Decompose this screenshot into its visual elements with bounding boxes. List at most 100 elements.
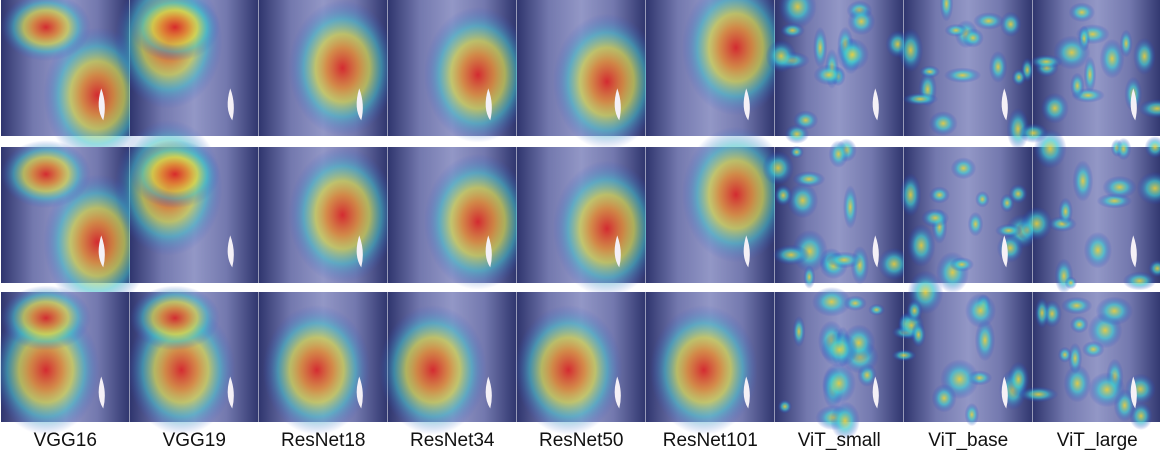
xray-tile — [259, 0, 396, 136]
xray-tile — [379, 292, 516, 435]
heat-spot — [951, 157, 977, 179]
heat-blob — [379, 305, 487, 435]
heat-blob — [424, 7, 532, 143]
column-label: ResNet18 — [281, 430, 366, 451]
heat-spot — [787, 183, 818, 219]
heat-spot — [793, 316, 806, 347]
heat-spot — [911, 322, 926, 347]
heat-spot — [821, 332, 858, 367]
column-label: ResNet34 — [410, 430, 495, 451]
heat-spot — [989, 51, 1007, 83]
heat-spot — [773, 245, 810, 265]
heat-spot — [929, 111, 958, 136]
xray-tile — [388, 147, 532, 290]
heat-spot — [997, 234, 1024, 263]
heat-blob — [553, 161, 661, 297]
heat-spot — [793, 110, 818, 130]
heat-spot — [929, 186, 950, 203]
heat-blob — [682, 127, 790, 263]
heat-spot — [1070, 73, 1085, 99]
heat-blob — [263, 305, 371, 435]
column-label: ViT_base — [928, 430, 1008, 451]
heat-blob — [130, 286, 220, 351]
heat-spot — [813, 27, 827, 69]
heat-spot — [1133, 38, 1156, 75]
xray-tile — [259, 292, 388, 435]
heat-blob — [424, 154, 532, 290]
heat-spot — [950, 257, 974, 272]
heat-spot — [1065, 276, 1077, 289]
heat-spot — [1009, 184, 1028, 204]
heat-spot — [1058, 347, 1072, 363]
heat-spot — [766, 40, 797, 73]
heat-blob — [553, 14, 661, 150]
heat-spot — [1116, 138, 1132, 160]
heat-spot — [1041, 93, 1069, 124]
heat-spot — [962, 28, 984, 47]
heat-spot — [965, 403, 980, 426]
heat-spot — [822, 363, 856, 404]
heat-spot — [790, 146, 804, 159]
heat-spot — [812, 287, 851, 317]
heat-spot — [829, 140, 849, 168]
xray-tile — [514, 292, 645, 435]
xray-tile — [0, 286, 129, 436]
xray-tile — [766, 0, 910, 144]
heat-spot — [843, 185, 858, 229]
heat-blob — [1, 140, 91, 208]
heat-spot — [973, 12, 1004, 29]
heat-spot — [906, 299, 922, 322]
heat-spot — [778, 399, 792, 413]
heat-blob — [130, 140, 220, 208]
column-label: ViT_large — [1057, 430, 1138, 451]
heat-spot — [1096, 297, 1133, 326]
xray-tile — [517, 147, 661, 297]
heat-spot — [892, 349, 917, 361]
heat-spot — [826, 252, 862, 269]
tile-grid — [0, 0, 1160, 440]
xray-tile — [775, 287, 904, 440]
xray-tile — [259, 147, 396, 283]
heat-spot — [1019, 387, 1059, 403]
xray-tile — [517, 0, 661, 150]
heat-blob — [514, 305, 622, 435]
column-label: ResNet50 — [539, 430, 624, 451]
xray-tile — [646, 0, 790, 136]
figure: VGG16VGG19ResNet18ResNet34ResNet50ResNet… — [0, 0, 1160, 461]
heat-spot — [1120, 30, 1133, 58]
column-label: VGG16 — [34, 430, 97, 451]
heat-spot — [774, 185, 792, 206]
heat-spot — [1035, 298, 1050, 329]
xray-tile — [1019, 0, 1160, 143]
heat-spot — [1021, 207, 1053, 241]
heat-spot — [1082, 341, 1105, 358]
xray-tile — [762, 139, 910, 289]
heat-spot — [1058, 198, 1073, 226]
heat-spot — [1123, 272, 1156, 291]
heat-spot — [868, 304, 885, 316]
heat-spot — [1084, 232, 1112, 269]
heat-spot — [1012, 69, 1026, 86]
heat-spot — [836, 38, 869, 71]
heat-spot — [848, 8, 876, 36]
xray-tile — [1021, 129, 1160, 294]
heat-spot — [902, 93, 938, 106]
heat-spot — [1053, 35, 1090, 69]
column-label: ResNet101 — [663, 430, 758, 451]
heat-spot — [944, 68, 981, 83]
heat-blob — [289, 0, 397, 136]
heat-spot — [1102, 176, 1136, 199]
heat-blob — [650, 305, 758, 435]
xray-tile — [892, 270, 1033, 426]
heat-spot — [1061, 297, 1092, 315]
heat-spot — [898, 28, 923, 72]
heat-spot — [921, 209, 949, 228]
heat-blob — [289, 147, 397, 283]
heat-spot — [932, 384, 957, 413]
xray-tile — [115, 120, 259, 283]
xray-tile — [1019, 292, 1160, 430]
heat-spot — [813, 64, 844, 85]
heat-spot — [965, 293, 996, 328]
heat-spot — [1034, 129, 1067, 169]
